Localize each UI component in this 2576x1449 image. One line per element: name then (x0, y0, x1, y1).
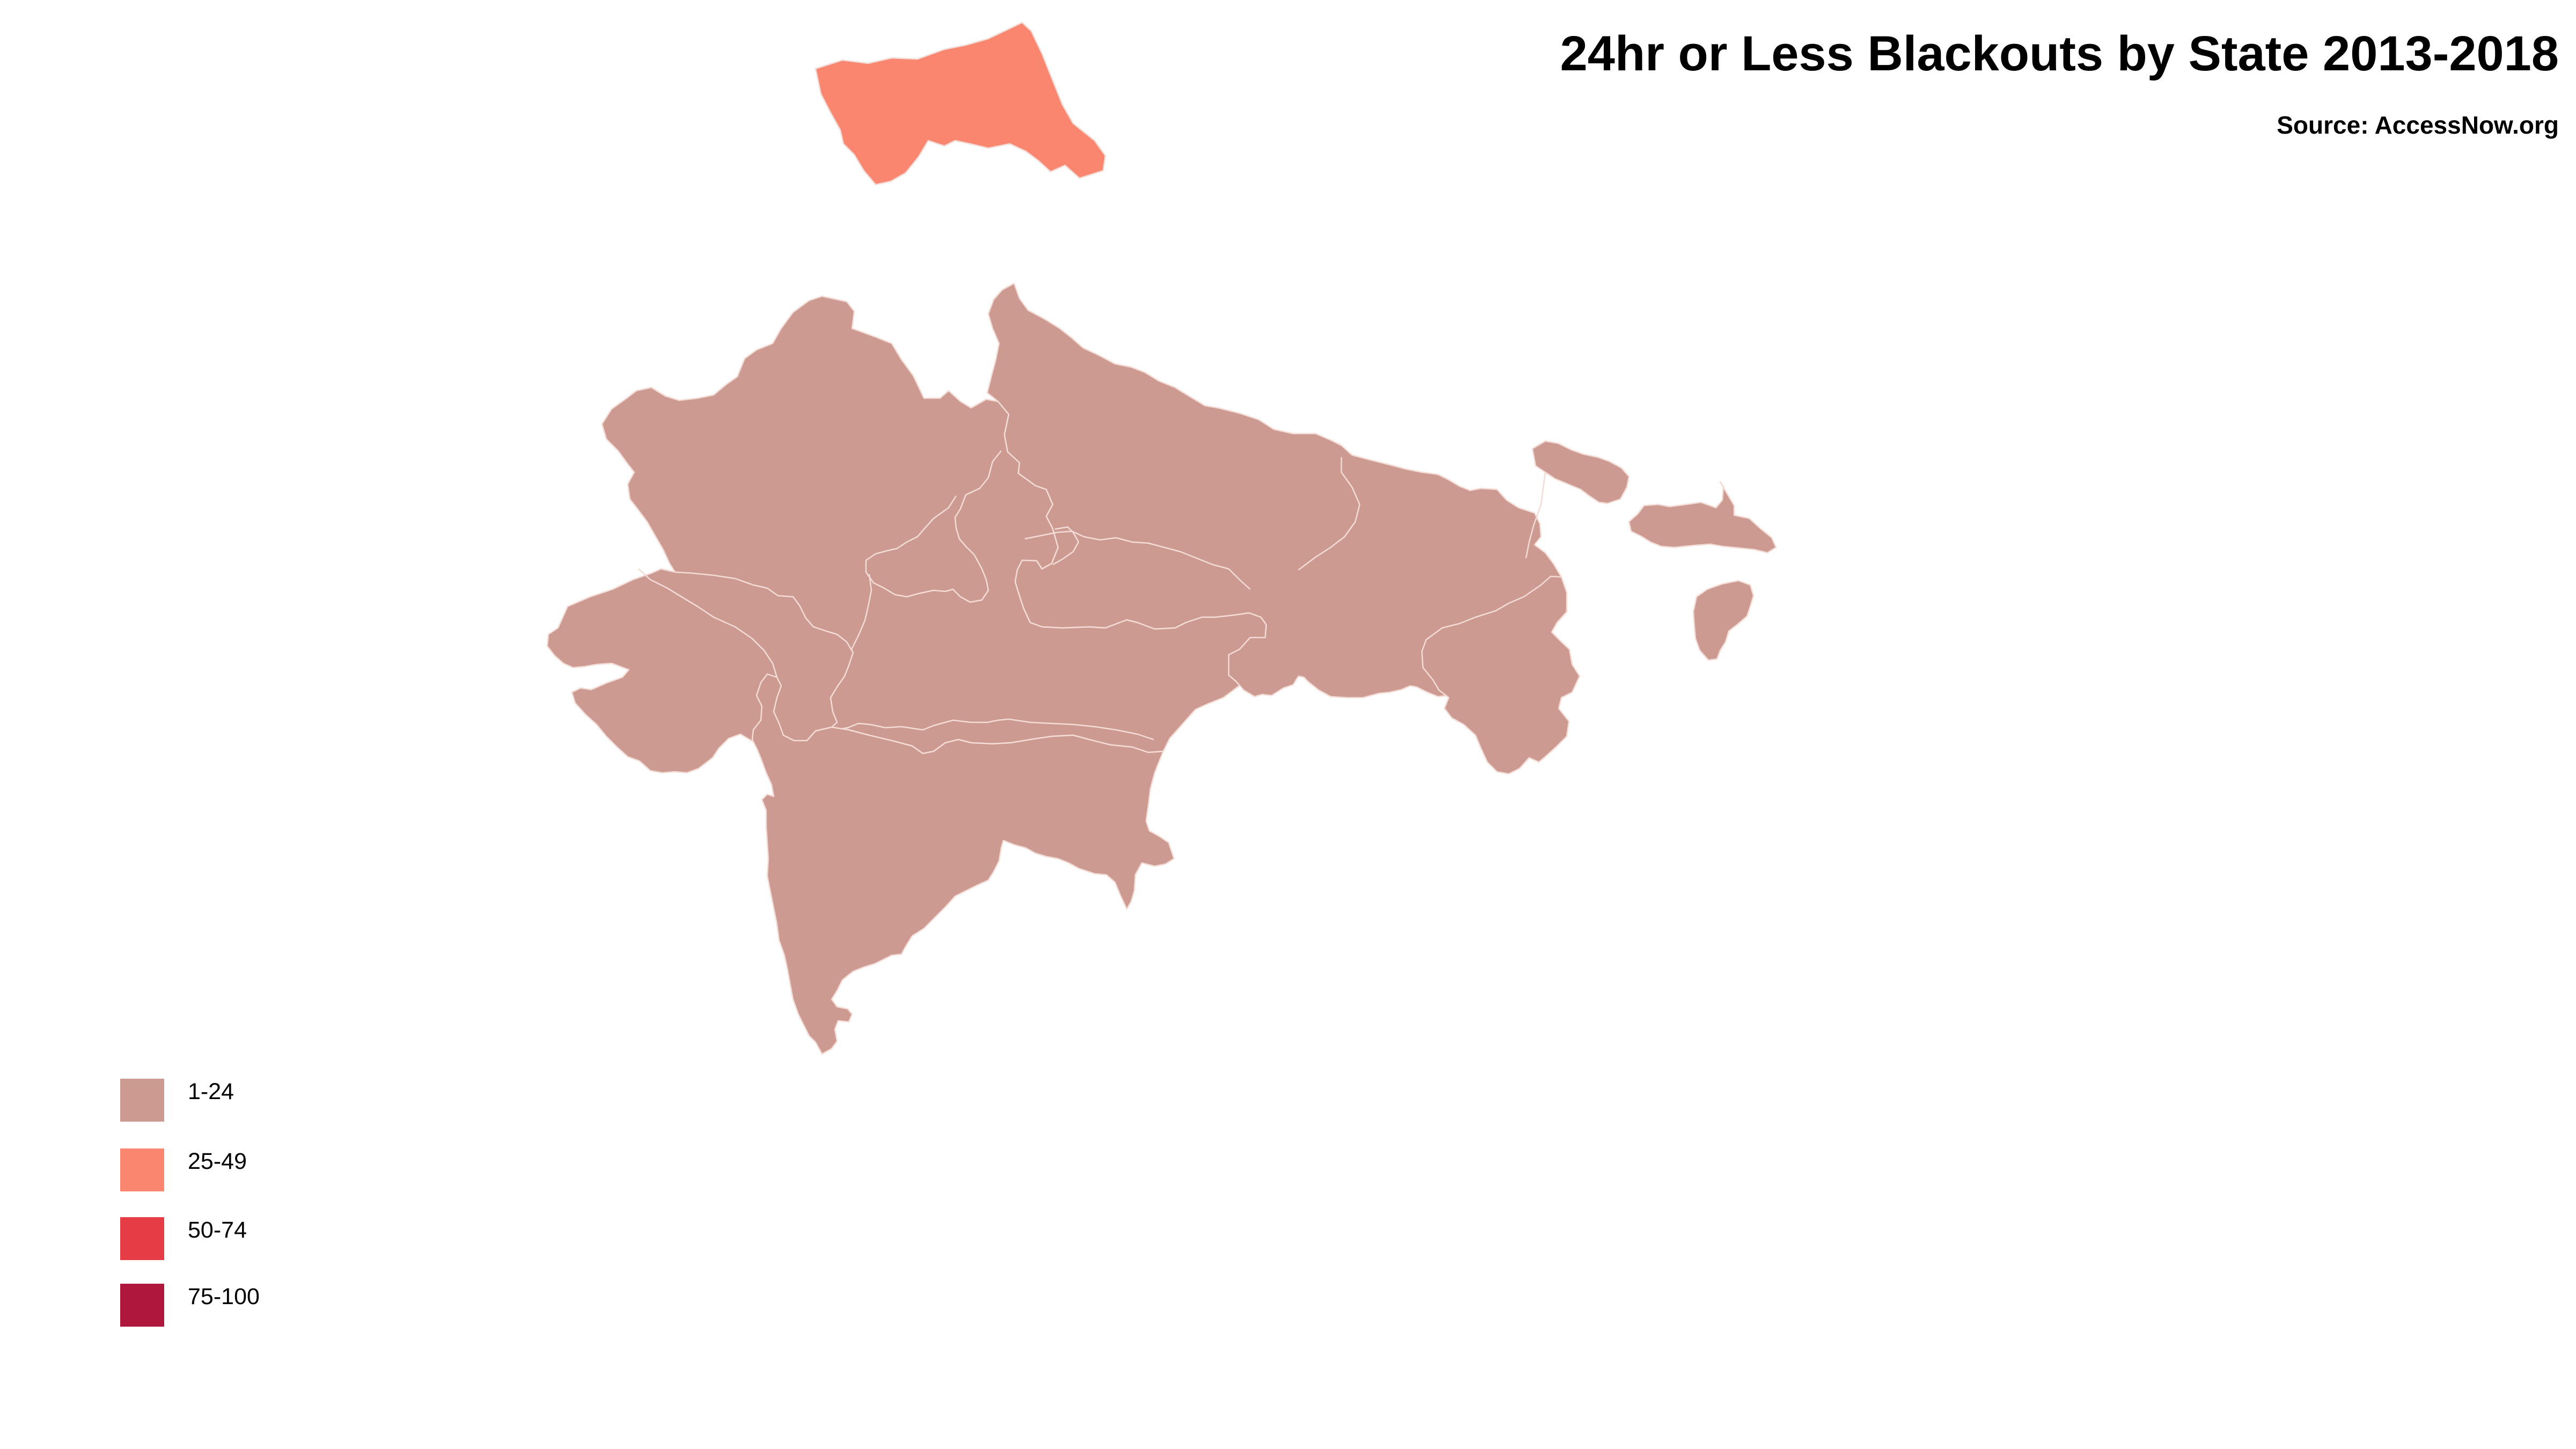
legend-swatch (120, 1217, 164, 1260)
region-eastern-states[interactable] (1421, 575, 1581, 775)
legend-item-25-49: 25-49 (120, 1148, 496, 1191)
legend-label: 1-24 (188, 1079, 234, 1104)
region-shape (1531, 440, 1630, 504)
legend-swatch (120, 1079, 164, 1122)
region-shape (814, 21, 1106, 186)
region-shape (986, 282, 1573, 699)
map-title: 24hr or Less Blackouts by State 2013-201… (1560, 26, 2559, 81)
region-shape (1421, 575, 1581, 775)
map-source: Source: AccessNow.org (2277, 111, 2559, 139)
region-northeast-states[interactable] (1628, 481, 1777, 554)
state-boundaries (638, 450, 1546, 741)
region-eastern-states[interactable] (986, 282, 1573, 699)
region-shape (1692, 580, 1755, 661)
legend-swatch (120, 1148, 164, 1191)
region-shape (751, 673, 1175, 1055)
legend-item-75-100: 75-100 (120, 1284, 496, 1327)
region-northeast-states[interactable] (1692, 580, 1755, 661)
region-jammu-and-kashmir[interactable] (814, 21, 1106, 186)
region-southern-peninsula[interactable] (751, 673, 1175, 1055)
legend-item-1-24: 1-24 (120, 1079, 496, 1122)
legend-item-50-74: 50-74 (120, 1217, 496, 1260)
legend-label: 75-100 (188, 1284, 260, 1309)
region-shape (1628, 481, 1777, 554)
region-northeast-states[interactable] (1531, 440, 1630, 504)
legend-swatch (120, 1284, 164, 1327)
legend-label: 50-74 (188, 1217, 247, 1243)
legend-label: 25-49 (188, 1148, 247, 1174)
